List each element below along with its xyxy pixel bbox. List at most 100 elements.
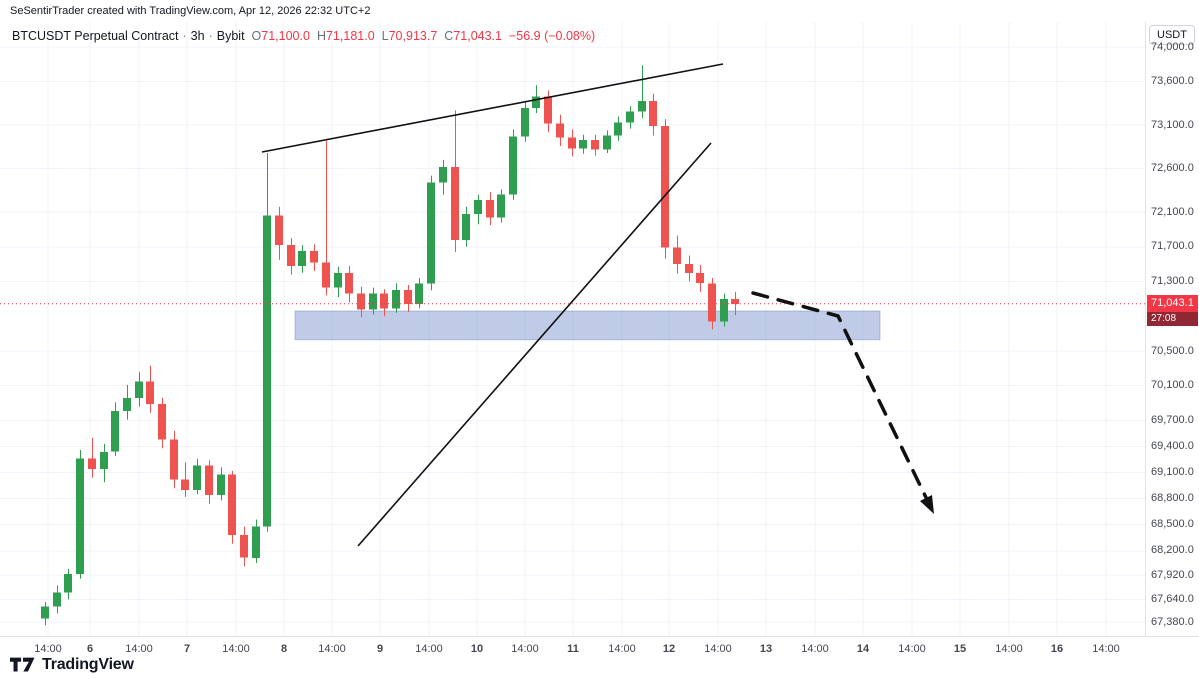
candle-body bbox=[521, 107, 529, 137]
candle-body bbox=[111, 410, 119, 452]
candle-body bbox=[649, 100, 657, 127]
price-axis-label: 68,800.0 bbox=[1151, 492, 1194, 505]
price-axis-label: 72,600.0 bbox=[1151, 162, 1194, 175]
time-axis-label: 16 bbox=[1050, 643, 1064, 655]
candle-body bbox=[380, 293, 388, 309]
candle-body bbox=[532, 96, 540, 108]
price-axis-label: 67,920.0 bbox=[1151, 568, 1194, 581]
candle-body bbox=[568, 137, 576, 149]
time-axis-label: 13 bbox=[759, 643, 773, 655]
candle-body bbox=[228, 474, 236, 536]
upper-trendline[interactable] bbox=[261, 63, 724, 153]
candle-body bbox=[603, 135, 611, 150]
price-axis-label: 73,100.0 bbox=[1151, 118, 1194, 131]
candle-body bbox=[146, 381, 154, 404]
candle-body bbox=[544, 96, 552, 124]
time-axis-label: 14:00 bbox=[608, 643, 636, 655]
currency-unit-button[interactable]: USDT bbox=[1149, 25, 1195, 45]
candle-body bbox=[369, 293, 377, 310]
time-axis-label: 14 bbox=[856, 643, 870, 655]
candle-body bbox=[334, 272, 342, 288]
candle-body bbox=[88, 458, 96, 470]
time-axis-label: 7 bbox=[183, 643, 191, 655]
candle-body bbox=[427, 182, 435, 284]
high-value: 71,181.0 bbox=[325, 29, 375, 43]
last-price-badge: 71,043.1 27:08 bbox=[1147, 294, 1198, 326]
symbol-title[interactable]: BTCUSDT Perpetual Contract bbox=[12, 29, 179, 43]
time-axis-label: 14:00 bbox=[898, 643, 926, 655]
price-axis-label: 74,000.0 bbox=[1151, 40, 1194, 53]
candle-body bbox=[41, 606, 49, 619]
price-axis-label: 67,380.0 bbox=[1151, 615, 1194, 628]
open-value: 71,100.0 bbox=[261, 29, 310, 43]
candle-body bbox=[64, 574, 72, 593]
bar-close-countdown: 27:08 bbox=[1147, 311, 1198, 326]
candle-body bbox=[474, 199, 482, 214]
last-price-value: 71,043.1 bbox=[1147, 294, 1198, 312]
time-axis-label: 14:00 bbox=[704, 643, 732, 655]
time-axis-label: 14:00 bbox=[995, 643, 1023, 655]
candle-body bbox=[720, 298, 728, 322]
candle-body bbox=[193, 465, 201, 490]
candle-body bbox=[322, 262, 330, 288]
candle-body bbox=[614, 122, 622, 136]
candle-body bbox=[181, 479, 189, 490]
time-axis-label: 10 bbox=[470, 643, 484, 655]
candle-body bbox=[53, 592, 61, 607]
lower-trendline[interactable] bbox=[357, 142, 712, 547]
candle-body bbox=[591, 139, 599, 150]
price-axis-label: 68,200.0 bbox=[1151, 544, 1194, 557]
separator-dot: · bbox=[208, 29, 213, 43]
candle-body bbox=[404, 290, 412, 305]
time-axis-label: 14:00 bbox=[801, 643, 829, 655]
candle-body bbox=[638, 100, 646, 112]
candle-body bbox=[696, 272, 704, 284]
candle-body bbox=[673, 247, 681, 265]
candle-body bbox=[415, 283, 423, 305]
candle-body bbox=[392, 290, 400, 309]
high-label: H bbox=[316, 29, 326, 43]
price-axis-label: 67,640.0 bbox=[1151, 592, 1194, 605]
time-axis-label: 14:00 bbox=[511, 643, 539, 655]
price-axis-label: 69,100.0 bbox=[1151, 466, 1194, 479]
candle-body bbox=[708, 283, 716, 322]
footer-bar: TradingView bbox=[10, 653, 134, 677]
price-axis-label: 70,100.0 bbox=[1151, 379, 1194, 392]
exchange-label[interactable]: Bybit bbox=[216, 29, 245, 43]
tradingview-logo[interactable]: TradingView bbox=[10, 656, 134, 674]
candle-body bbox=[345, 272, 353, 294]
time-axis-label: 9 bbox=[376, 643, 384, 655]
time-axis-label: 11 bbox=[567, 643, 579, 655]
candle-body bbox=[100, 451, 108, 470]
candle-body bbox=[170, 439, 178, 480]
candle-body bbox=[731, 298, 739, 304]
time-axis-label: 14:00 bbox=[1092, 643, 1120, 655]
candle-body bbox=[275, 215, 283, 245]
candle-body bbox=[217, 474, 225, 496]
price-axis-label: 69,700.0 bbox=[1151, 414, 1194, 426]
chart-canvas[interactable] bbox=[0, 22, 1145, 636]
candle-body bbox=[579, 139, 587, 149]
projection-arrow-head[interactable] bbox=[920, 495, 934, 514]
time-axis[interactable]: 14:00 6 14:00 7 14:00 8 14:00 9 14:00 10 14:00 11 14… bbox=[0, 636, 1199, 662]
price-axis-label: 71,300.0 bbox=[1151, 275, 1194, 287]
support-zone[interactable] bbox=[294, 310, 881, 341]
close-label: C bbox=[444, 29, 454, 43]
candle-body bbox=[509, 136, 517, 195]
time-axis-label: 14:00 bbox=[125, 643, 153, 655]
open-label: O bbox=[251, 29, 262, 43]
time-axis-label: 15 bbox=[953, 643, 967, 655]
time-axis-label: 14:00 bbox=[222, 643, 250, 655]
candle-body bbox=[661, 126, 669, 248]
time-axis-label: 8 bbox=[280, 643, 288, 655]
interval-label[interactable]: 3h bbox=[190, 29, 205, 43]
attribution-bar: SeSentirTrader created with TradingView.… bbox=[10, 5, 371, 17]
price-axis[interactable]: USDT 74,000.0 73,600.0 73,100.0 72,600.0 72,… bbox=[1145, 22, 1199, 636]
candle-body bbox=[298, 251, 306, 266]
price-axis-label: 69,400.0 bbox=[1151, 440, 1194, 452]
candle-body bbox=[439, 166, 447, 183]
projection-arrow[interactable] bbox=[751, 291, 936, 516]
low-label: L bbox=[381, 29, 389, 43]
candle-body bbox=[462, 213, 470, 240]
candle-body bbox=[76, 458, 84, 575]
